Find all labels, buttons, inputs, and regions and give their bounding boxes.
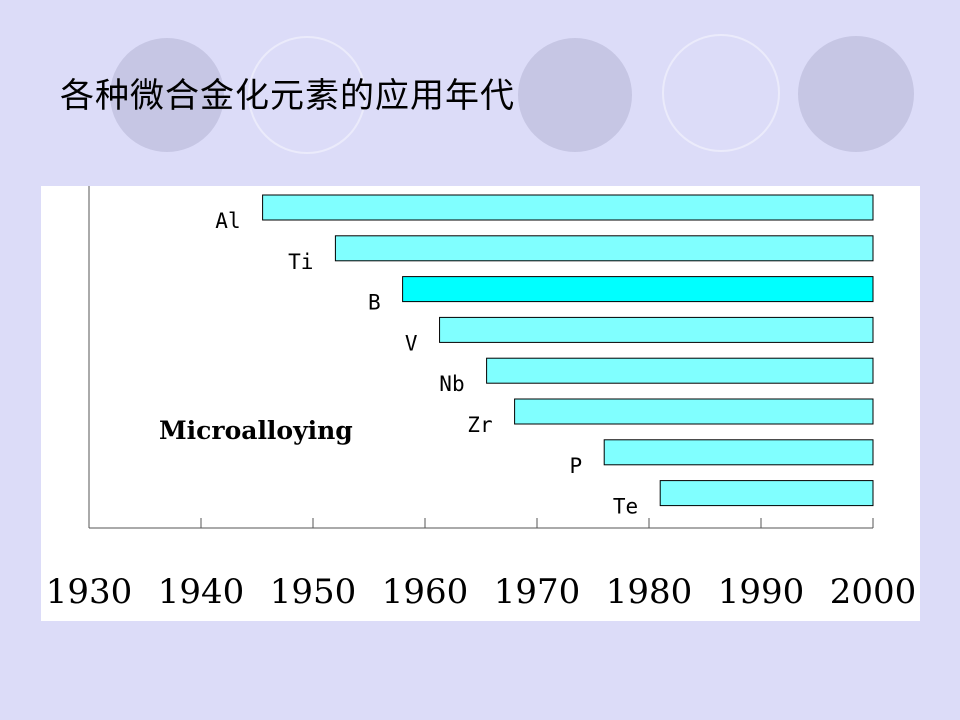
slide-title: 各种微合金化元素的应用年代 [60, 76, 515, 116]
bar-ti [334, 235, 874, 262]
bar-al [262, 194, 874, 221]
x-tick-label-1970: 1970 [494, 572, 581, 612]
decor-circle-2 [248, 36, 366, 154]
bar-label-al: Al [215, 209, 240, 233]
bar-label-v: V [405, 331, 418, 355]
decor-circle-3 [518, 38, 632, 152]
x-tick-label-2000: 2000 [830, 572, 917, 612]
bar-v [439, 316, 874, 343]
bar-te [659, 480, 874, 507]
bar-p [603, 439, 874, 466]
bar-label-nb: Nb [439, 372, 464, 396]
axis-layer [88, 186, 873, 529]
x-tick-label-1990: 1990 [718, 572, 805, 612]
x-tick-label-1950: 1950 [270, 572, 357, 612]
x-tick-label-1930: 1930 [46, 572, 133, 612]
decor-circle-1 [110, 38, 224, 152]
bar-label-p: P [570, 454, 583, 478]
bar-zr [514, 398, 874, 425]
decor-circle-5 [798, 36, 914, 152]
microalloying-annotation: Microalloying [159, 416, 353, 445]
x-tick-label-1940: 1940 [158, 572, 245, 612]
bar-b [402, 276, 874, 303]
chart-panel: Al Ti B V Nb Zr P Te 1930 1940 1950 1960 1970 1980 19… [41, 186, 920, 621]
ticks-layer: 1930 1940 1950 1960 1970 1980 1990 2000 [46, 518, 917, 612]
bar-label-ti: Ti [288, 250, 313, 274]
bar-label-te: Te [613, 495, 638, 519]
bar-label-zr: Zr [467, 413, 492, 437]
x-tick-label-1980: 1980 [606, 572, 693, 612]
bar-nb [486, 357, 874, 384]
decor-circle-4 [662, 34, 780, 152]
x-tick-label-1960: 1960 [382, 572, 469, 612]
bar-label-b: B [368, 291, 381, 315]
